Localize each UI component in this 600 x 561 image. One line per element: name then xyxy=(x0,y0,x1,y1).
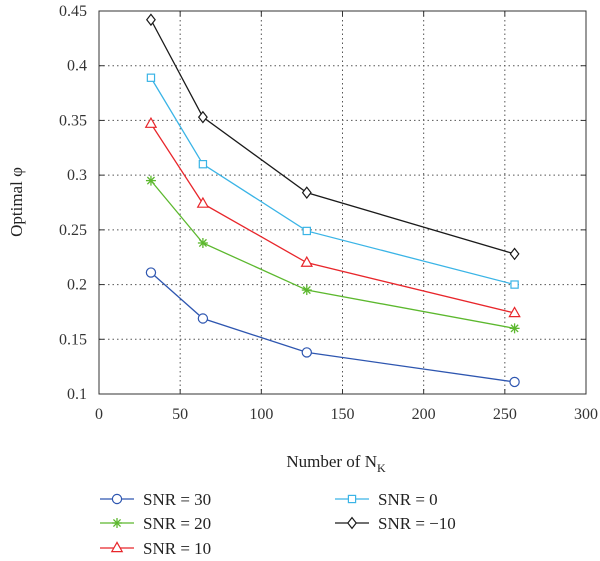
series-group xyxy=(145,267,520,388)
series-point-square xyxy=(510,280,519,289)
x-tick-label: 250 xyxy=(493,406,517,423)
series-group xyxy=(145,175,520,334)
x-tick-label: 300 xyxy=(574,406,598,423)
y-tick-label: 0.15 xyxy=(59,331,87,348)
x-tick-label: 150 xyxy=(331,406,355,423)
series-point-circle xyxy=(509,376,520,388)
legend-item: SNR = 20 xyxy=(100,514,211,533)
series-point-diamond xyxy=(197,110,208,124)
series-line xyxy=(150,180,515,329)
legend-label: SNR = 20 xyxy=(143,514,211,533)
series-line xyxy=(150,77,515,286)
series-point-square xyxy=(198,160,208,169)
series-point-square xyxy=(146,73,156,82)
series-point-square xyxy=(302,226,311,236)
series-point-asterisk xyxy=(112,518,122,528)
grid xyxy=(99,11,586,394)
y-tick-label: 0.25 xyxy=(59,222,87,239)
legend: SNR = 30 SNR = 20 SNR = 10 SNR = 0 SNR = −10 xyxy=(100,490,456,558)
legend-item: SNR = 10 xyxy=(100,539,211,558)
series-group xyxy=(146,73,519,289)
y-tick-label: 0.3 xyxy=(67,167,87,184)
legend-item: SNR = 30 xyxy=(100,490,211,509)
series-point-triangle xyxy=(144,116,158,128)
series-point-circle xyxy=(145,267,157,278)
x-tick-label: 50 xyxy=(172,406,188,423)
axis-ticks: 0 50 100 150 200 250 300 0.1 0.15 0.2 0.25 0.3 0.35 0… xyxy=(59,3,598,423)
series-point-diamond xyxy=(509,247,520,261)
legend-label: SNR = 10 xyxy=(143,539,211,558)
y-tick-label: 0.2 xyxy=(67,277,87,294)
y-tick-label: 0.45 xyxy=(59,3,87,20)
y-axis-label: Optimal φ xyxy=(7,167,26,237)
series-point-asterisk xyxy=(197,237,208,248)
series-point-triangle xyxy=(110,541,124,553)
y-tick-label: 0.4 xyxy=(67,58,87,75)
series-line xyxy=(150,123,515,314)
series-point-asterisk xyxy=(509,323,520,334)
series-point-triangle xyxy=(508,306,521,318)
y-tick-label: 0.35 xyxy=(59,112,87,129)
plot-frame xyxy=(98,10,587,395)
legend-item: SNR = −10 xyxy=(335,514,456,533)
series-point-asterisk xyxy=(301,285,312,296)
legend-label: SNR = 30 xyxy=(143,490,211,509)
series-point-diamond xyxy=(347,516,357,530)
x-tick-label: 0 xyxy=(95,406,103,423)
series-point-circle xyxy=(111,493,123,505)
series-point-triangle xyxy=(300,255,314,267)
series-line xyxy=(150,19,515,255)
series-point-circle xyxy=(197,313,209,324)
series-point-square xyxy=(347,494,357,504)
series-point-diamond xyxy=(301,186,312,200)
legend-label: SNR = 0 xyxy=(378,490,438,509)
x-tick-label: 100 xyxy=(249,406,273,423)
legend-label: SNR = −10 xyxy=(378,514,456,533)
series-group xyxy=(145,13,520,261)
legend-item: SNR = 0 xyxy=(335,490,438,509)
series-point-triangle xyxy=(196,196,210,208)
series-group xyxy=(144,116,521,318)
series-layer xyxy=(144,13,521,388)
x-tick-label: 200 xyxy=(412,406,436,423)
x-axis-label: Number of NK xyxy=(286,452,386,475)
series-point-asterisk xyxy=(145,175,156,186)
x-axis-label-subscript: K xyxy=(377,461,386,475)
y-tick-label: 0.1 xyxy=(67,386,87,403)
series-point-circle xyxy=(301,347,312,358)
series-point-diamond xyxy=(145,13,156,27)
series-line xyxy=(150,272,515,383)
